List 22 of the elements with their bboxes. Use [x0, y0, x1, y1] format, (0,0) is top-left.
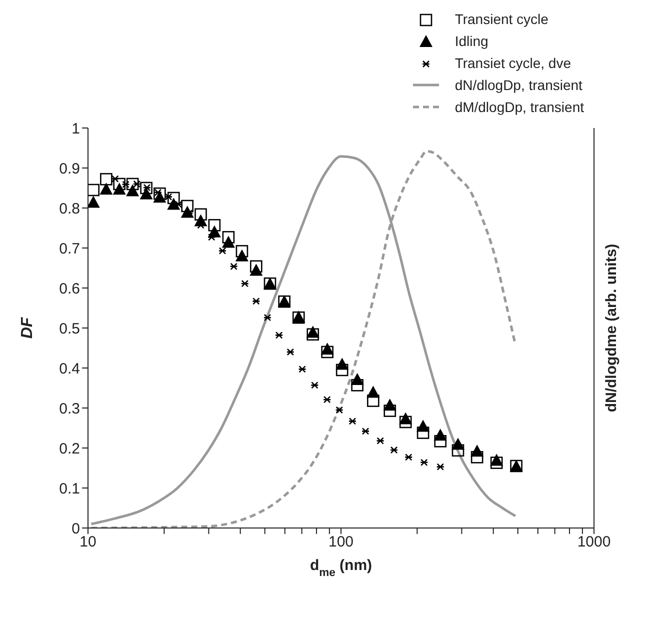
y-tick-label: 0.7: [59, 240, 80, 258]
x-tick-label: 1000: [577, 534, 611, 551]
x-tick-label: 10: [80, 534, 96, 551]
legend-label: Transient cycle: [454, 11, 548, 27]
y-tick-label: 0.3: [59, 400, 80, 418]
y-tick-label: 0.9: [59, 160, 80, 178]
y-tick-label: 0.8: [59, 200, 80, 218]
y-tick-label: 0.5: [59, 320, 80, 338]
y-axis-title: DF: [19, 316, 36, 339]
y-tick-label: 0.4: [59, 360, 80, 378]
y-tick-label: 0.1: [59, 480, 80, 498]
legend-label: Idling: [454, 33, 488, 49]
x-axis-title: d$_{me}$ (nm): [310, 557, 372, 579]
y-tick-label: 0: [72, 520, 80, 538]
y-tick-label: 0.2: [59, 440, 80, 458]
legend-label: Transiet cycle, dve: [454, 55, 572, 71]
legend-label: dM/dlogDp, transient: [454, 99, 584, 115]
x-tick-label: 100: [328, 534, 354, 551]
y2-axis-title: dN/dlogdme (arb. units): [603, 244, 620, 412]
y-tick-label: 1: [72, 120, 80, 138]
y-tick-label: 0.6: [59, 280, 80, 298]
legend-label: dN/dlogDp, transient: [454, 77, 582, 93]
